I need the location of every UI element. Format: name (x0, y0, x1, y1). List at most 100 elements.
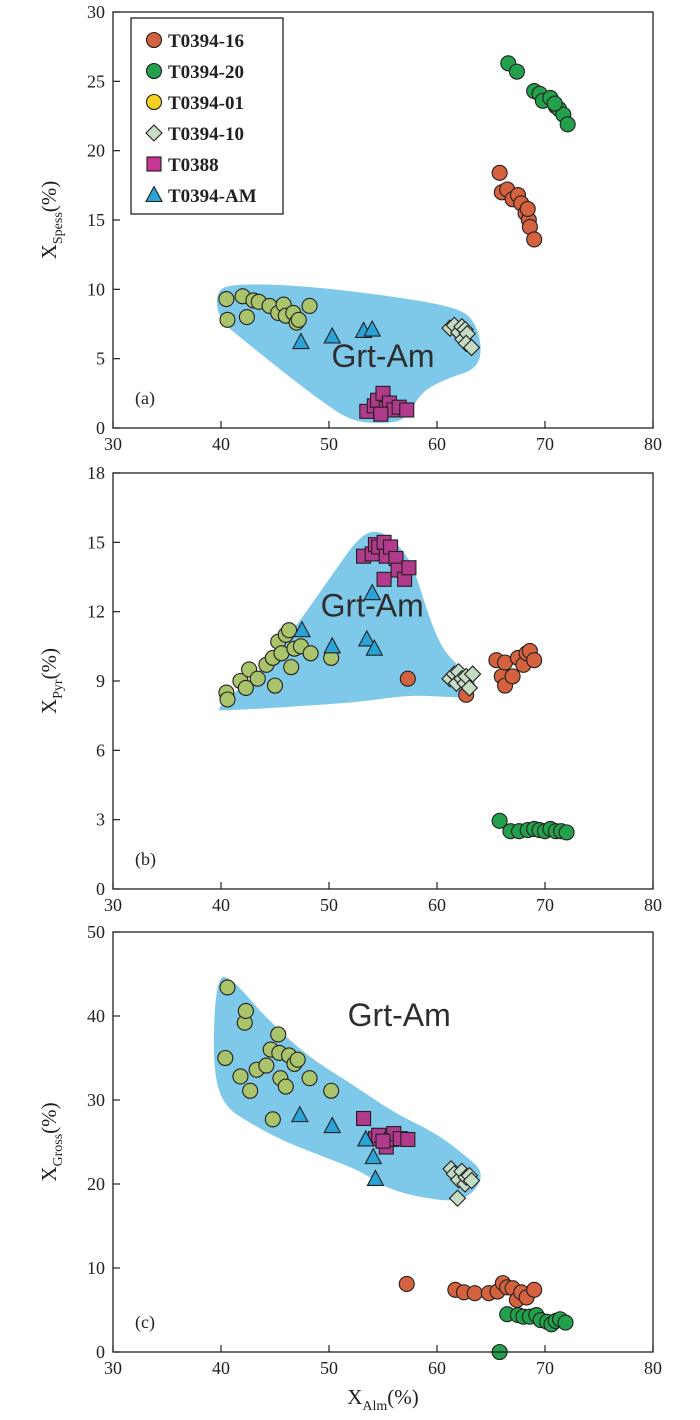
point-t0394-10 (462, 338, 481, 357)
point-t0394-10 (448, 1189, 467, 1208)
y-tick-label: 18 (87, 463, 105, 483)
point-t0394-am (357, 629, 376, 647)
x-tick-label: 80 (644, 1358, 662, 1378)
axis-ticks: 30 40 50 60 70 80 0 3 6 9 12 15 18 (87, 463, 662, 915)
x-axis-label: XAlm(%) (347, 1385, 419, 1414)
y-axis-label-main: X (37, 244, 61, 259)
point-t0394-10 (462, 1171, 481, 1190)
legend-entry: T0394-16 (145, 31, 244, 52)
point-t0394-20 (546, 95, 563, 112)
point-t0394-20 (558, 824, 575, 841)
y-tick-label: 12 (87, 602, 105, 622)
y-tick-label: 0 (96, 879, 105, 899)
legend-label: T0394-10 (168, 124, 244, 145)
point-t0394-01 (323, 1082, 340, 1099)
point-t0394-01 (219, 691, 236, 708)
point-t0394-01 (283, 659, 300, 676)
point-t0394-01 (238, 309, 255, 326)
point-t0394-16 (491, 164, 508, 181)
point-t0394-20 (491, 812, 508, 829)
point-t0394-01 (242, 1082, 259, 1099)
legend-label: T0394-AM (168, 186, 257, 207)
point-t0388 (399, 402, 415, 418)
point-t0394-01 (301, 297, 318, 315)
data-points (218, 55, 576, 422)
y-tick-label: 15 (87, 210, 105, 230)
y-tick-label: 20 (87, 141, 105, 161)
y-tick-label: 10 (87, 1258, 105, 1278)
legend: T0394-16 T0394-20 T0394-01 T0394-10 T0388 T03… (130, 17, 284, 215)
point-t0394-am (323, 1116, 342, 1134)
x-tick-label: 60 (428, 1358, 446, 1378)
x-tick-label: 30 (104, 1358, 122, 1378)
point-t0394-am (366, 1169, 385, 1187)
y-tick-label: 0 (96, 418, 105, 438)
y-axis-label-unit: (%) (37, 1102, 61, 1133)
y-axis-label-sub: Pyr (51, 679, 66, 699)
legend-box (130, 17, 284, 215)
point-t0394-am (290, 1105, 309, 1123)
legend-marker (145, 93, 163, 111)
region-label: Grt-Am (331, 338, 434, 374)
point-t0394-01 (258, 1057, 275, 1074)
axis-ticks: 30 40 50 60 70 80 0 5 10 15 20 25 30 (87, 2, 662, 454)
point-t0394-01 (237, 1002, 254, 1020)
point-t0394-16 (526, 231, 543, 248)
point-t0394-am (365, 638, 384, 656)
legend-marker (145, 31, 163, 49)
point-t0394-am (323, 636, 342, 654)
legend-marker (146, 156, 162, 172)
legend-entry: T0394-20 (145, 62, 244, 83)
region-label: Grt-Am (348, 997, 451, 1033)
point-t0394-01 (237, 679, 254, 696)
y-tick-label: 25 (87, 71, 105, 91)
legend-label: T0394-16 (168, 31, 244, 52)
legend-entry: T0394-AM (145, 185, 257, 207)
x-tick-label: 70 (536, 1358, 554, 1378)
y-tick-label: 5 (96, 349, 105, 369)
point-t0394-01 (219, 979, 236, 996)
point-t0394-01 (302, 645, 319, 662)
plot-frame (112, 931, 654, 1353)
point-t0394-01 (264, 1111, 281, 1128)
point-t0394-01 (280, 622, 298, 639)
x-axis-label-main: X (347, 1385, 362, 1409)
point-t0394-01 (301, 1070, 318, 1087)
y-tick-label: 0 (96, 1342, 105, 1362)
point-t0394-20 (508, 63, 525, 80)
panel-label: (b) (135, 849, 156, 870)
panel-b: 30 40 50 60 70 80 0 3 6 9 12 15 18 Grt-Am (b) XPyr(%… (37, 463, 662, 915)
x-tick-label: 70 (536, 434, 554, 454)
panel-label: (c) (135, 1312, 155, 1333)
y-tick-label: 3 (96, 810, 105, 830)
point-t0394-am (364, 1147, 383, 1165)
point-t0394-am (292, 332, 310, 350)
point-t0388 (356, 1110, 372, 1127)
point-t0394-am (323, 326, 342, 344)
legend-items: T0394-16 T0394-20 T0394-01 T0394-10 T0388 T03… (145, 31, 257, 207)
x-tick-label: 50 (320, 434, 338, 454)
point-t0394-01 (218, 290, 235, 308)
x-tick-label: 40 (212, 895, 230, 915)
x-tick-label: 30 (104, 895, 122, 915)
legend-label: T0388 (168, 155, 219, 176)
axis-ticks: 30 40 50 60 70 80 0 10 20 30 40 50 (87, 922, 662, 1378)
x-axis-label-sub: Alm (362, 1399, 387, 1414)
y-tick-label: 30 (87, 2, 105, 22)
y-tick-label: 6 (96, 740, 105, 760)
y-axis-label-sub: Gross (51, 1134, 66, 1167)
legend-marker (145, 124, 163, 142)
y-tick-label: 10 (87, 279, 105, 299)
point-t0394-16 (526, 1281, 543, 1298)
y-tick-label: 50 (87, 922, 105, 942)
point-t0394-01 (249, 670, 266, 687)
y-axis-label-unit: (%) (37, 181, 61, 212)
x-tick-label: 80 (644, 434, 662, 454)
point-t0394-01 (290, 311, 307, 328)
x-axis-label-unit: (%) (387, 1385, 418, 1409)
point-t0394-am (363, 319, 382, 337)
point-t0388 (400, 1131, 416, 1148)
x-tick-label: 80 (644, 895, 662, 915)
